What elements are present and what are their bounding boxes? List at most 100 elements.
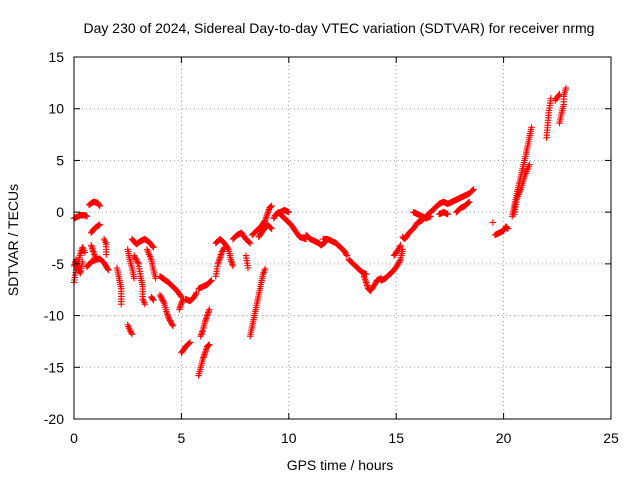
data-point	[96, 202, 103, 210]
data-point	[150, 296, 157, 304]
data-point	[83, 213, 91, 220]
data-point	[342, 249, 349, 257]
data-point	[206, 306, 213, 313]
data-point	[127, 328, 134, 335]
data-point	[133, 256, 140, 263]
y-tick-label: -15	[44, 359, 64, 375]
data-point	[165, 314, 172, 321]
data-point	[285, 208, 292, 216]
data-point	[191, 292, 199, 299]
data-point	[133, 257, 141, 265]
data-point	[244, 264, 252, 272]
data-point	[444, 211, 451, 218]
data-point	[79, 258, 86, 265]
y-tick-label: 5	[56, 152, 64, 168]
data-point	[167, 318, 174, 325]
data-point	[141, 300, 149, 308]
data-point	[229, 262, 237, 270]
data-point	[134, 259, 141, 266]
data-point	[504, 225, 512, 232]
data-point	[207, 278, 214, 285]
data-point	[128, 330, 136, 338]
data-point	[270, 215, 277, 222]
data-point	[500, 227, 507, 234]
x-axis-label: GPS time / hours	[287, 457, 394, 473]
data-point	[466, 198, 473, 205]
y-tick-label: -20	[44, 411, 64, 427]
data-point	[470, 186, 477, 193]
data-point	[76, 268, 83, 275]
x-tick-label: 0	[70, 430, 78, 446]
data-point	[131, 253, 139, 261]
data-point	[92, 254, 99, 261]
data-point	[166, 317, 174, 324]
data-point	[267, 224, 274, 232]
chart-title: Day 230 of 2024, Sidereal Day-to-day VTE…	[84, 20, 595, 36]
data-point	[168, 319, 175, 327]
data-point	[397, 242, 404, 249]
data-point	[204, 342, 212, 350]
y-tick-label: 10	[48, 101, 64, 117]
data-points	[70, 84, 570, 379]
data-point	[465, 199, 472, 206]
data-point	[268, 202, 275, 210]
data-point	[547, 95, 555, 102]
data-point	[158, 295, 166, 303]
x-tick-label: 5	[178, 430, 186, 446]
x-tick-label: 25	[603, 430, 619, 446]
data-point	[179, 297, 187, 304]
data-point	[556, 91, 563, 98]
plot-frame	[73, 56, 612, 420]
data-point	[160, 298, 167, 305]
data-point	[396, 257, 403, 265]
data-point	[130, 252, 138, 259]
data-point	[395, 259, 403, 266]
x-tick-label: 15	[388, 430, 404, 446]
data-point	[191, 293, 198, 301]
data-point	[95, 221, 103, 229]
x-axis-ticks: 0 5 10 15 20 25	[70, 57, 619, 446]
data-point	[261, 265, 269, 273]
data-point	[528, 124, 535, 131]
y-axis-label: SDTVAR / TECUs	[5, 184, 21, 296]
data-point	[342, 251, 350, 258]
y-tick-label: 15	[48, 49, 64, 65]
data-point	[132, 255, 139, 262]
data-point	[104, 265, 111, 273]
grid	[74, 57, 611, 419]
data-point	[130, 275, 138, 282]
y-axis-ticks: 15 10 5 0 -5 -10 -15 -20	[44, 49, 611, 427]
data-point	[395, 260, 402, 268]
data-point	[81, 249, 88, 256]
x-tick-label: 10	[281, 430, 297, 446]
y-tick-label: -5	[52, 256, 65, 272]
data-point	[395, 244, 403, 252]
data-point	[503, 224, 510, 231]
data-point	[149, 295, 156, 303]
data-point	[206, 341, 213, 348]
data-point	[246, 239, 254, 247]
data-point	[168, 321, 176, 328]
data-point	[526, 161, 533, 168]
data-point	[208, 277, 215, 284]
data-point	[166, 315, 173, 323]
data-point	[118, 300, 125, 308]
data-point	[95, 201, 103, 209]
x-tick-label: 20	[496, 430, 512, 446]
data-point	[178, 298, 186, 305]
data-point	[219, 246, 227, 254]
data-point	[158, 294, 165, 301]
data-point	[150, 244, 157, 251]
data-point	[266, 204, 274, 211]
data-point	[562, 84, 570, 92]
data-point	[157, 293, 164, 300]
data-point	[103, 251, 110, 258]
data-point	[224, 244, 231, 252]
data-point	[186, 339, 194, 346]
data-point	[205, 342, 212, 349]
data-point	[178, 299, 185, 307]
data-point	[149, 243, 156, 250]
data-point	[177, 292, 184, 299]
data-point	[489, 219, 497, 226]
